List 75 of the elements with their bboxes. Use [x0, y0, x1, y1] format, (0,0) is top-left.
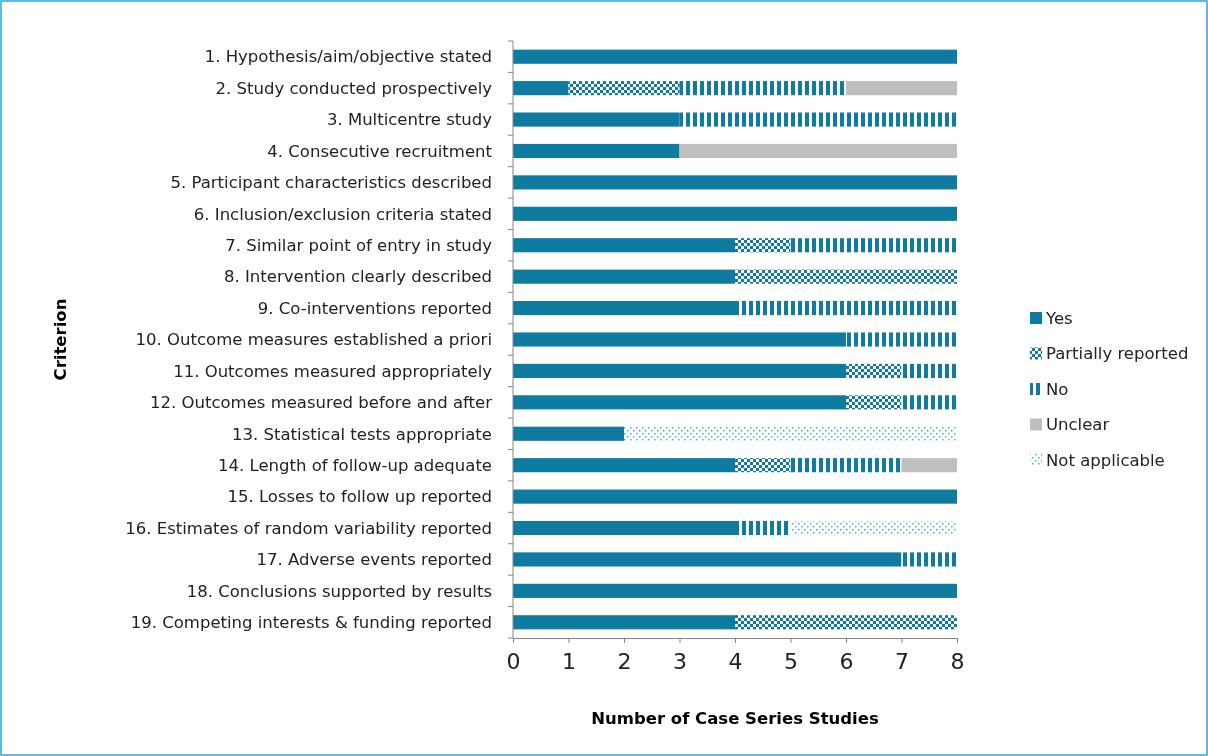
- y-tick-label: 2. Study conducted prospectively: [215, 78, 493, 98]
- bar: [735, 520, 791, 536]
- y-tick-label: 3. Multicentre study: [326, 110, 493, 130]
- bar: [846, 395, 902, 410]
- x-tick-label: 4: [728, 648, 743, 674]
- bar: [513, 206, 957, 221]
- bar: [513, 520, 735, 536]
- legend-label: No: [1046, 379, 1069, 399]
- x-tick-label: 8: [950, 648, 965, 674]
- y-axis-title: Criterion: [51, 298, 70, 381]
- bar: [846, 81, 957, 96]
- x-tick-label: 7: [895, 648, 909, 674]
- bar: [735, 238, 791, 253]
- x-tick-label: 3: [673, 648, 687, 674]
- bar: [790, 520, 957, 536]
- y-tick-label: 6. Inclusion/exclusion criteria stated: [193, 204, 492, 224]
- bar: [513, 363, 846, 378]
- bar: [513, 269, 735, 284]
- bar: [513, 238, 735, 253]
- legend-label: Yes: [1045, 308, 1073, 328]
- bar: [513, 395, 846, 410]
- bar: [513, 143, 680, 159]
- y-tick-label: 4. Consecutive recruitment: [267, 141, 493, 161]
- bar: [790, 458, 902, 473]
- y-tick-label: 14. Length of follow-up adequate: [218, 455, 492, 475]
- bar: [513, 301, 735, 316]
- bar: [735, 615, 957, 630]
- bar: [513, 175, 957, 190]
- x-tick-label: 1: [562, 648, 576, 674]
- bar: [513, 49, 957, 64]
- y-tick-label: 11. Outcomes measured appropriately: [173, 361, 493, 381]
- y-tick-label: 10. Outcome measures established a priori: [135, 330, 492, 350]
- bar: [679, 112, 957, 127]
- bar: [735, 269, 957, 284]
- x-axis-title: Number of Case Series Studies: [591, 709, 879, 728]
- y-tick-label: 8. Intervention clearly described: [224, 267, 492, 287]
- x-tick-label: 2: [617, 648, 632, 674]
- bar: [513, 489, 957, 504]
- bar: [735, 458, 791, 473]
- bar: [513, 112, 680, 127]
- x-tick-label: 5: [784, 648, 798, 674]
- bar: [513, 615, 735, 630]
- bar: [513, 583, 957, 598]
- bar: [846, 332, 957, 347]
- bar: [513, 458, 735, 473]
- bar: [513, 81, 569, 96]
- y-tick-label: 13. Statistical tests appropriate: [232, 424, 492, 444]
- bar: [679, 81, 846, 96]
- y-tick-label: 15. Losses to follow up reported: [227, 487, 492, 507]
- y-tick-label: 1. Hypothesis/aim/objective stated: [204, 47, 492, 67]
- bar: [513, 552, 902, 567]
- bar: [901, 552, 957, 567]
- legend-label: Unclear: [1046, 415, 1110, 435]
- y-tick-label: 16. Estimates of random variability reported: [125, 518, 492, 538]
- y-tick-label: 12. Outcomes measured before and after: [150, 393, 493, 413]
- y-tick-label: 7. Similar point of entry in study: [225, 236, 493, 256]
- bar: [679, 143, 957, 159]
- bar: [901, 395, 957, 410]
- bar: [790, 238, 957, 253]
- bar: [513, 426, 624, 441]
- bar: [735, 301, 957, 316]
- bar: [901, 363, 957, 378]
- bar: [901, 458, 957, 473]
- legend-label: Partially reported: [1046, 344, 1189, 364]
- y-tick-label: 5. Participant characteristics described: [170, 173, 492, 193]
- bar: [568, 81, 680, 96]
- x-tick-label: 0: [506, 648, 521, 674]
- y-tick-label: 19. Competing interests & funding reported: [130, 613, 492, 633]
- legend-label: Not applicable: [1046, 450, 1165, 470]
- bar: [846, 363, 902, 378]
- x-tick-label: 6: [839, 648, 854, 674]
- y-tick-label: 18. Conclusions supported by results: [186, 581, 492, 601]
- y-tick-label: 9. Co-interventions reported: [257, 298, 492, 318]
- y-tick-label: 17. Adverse events reported: [256, 550, 492, 570]
- bar: [513, 332, 846, 347]
